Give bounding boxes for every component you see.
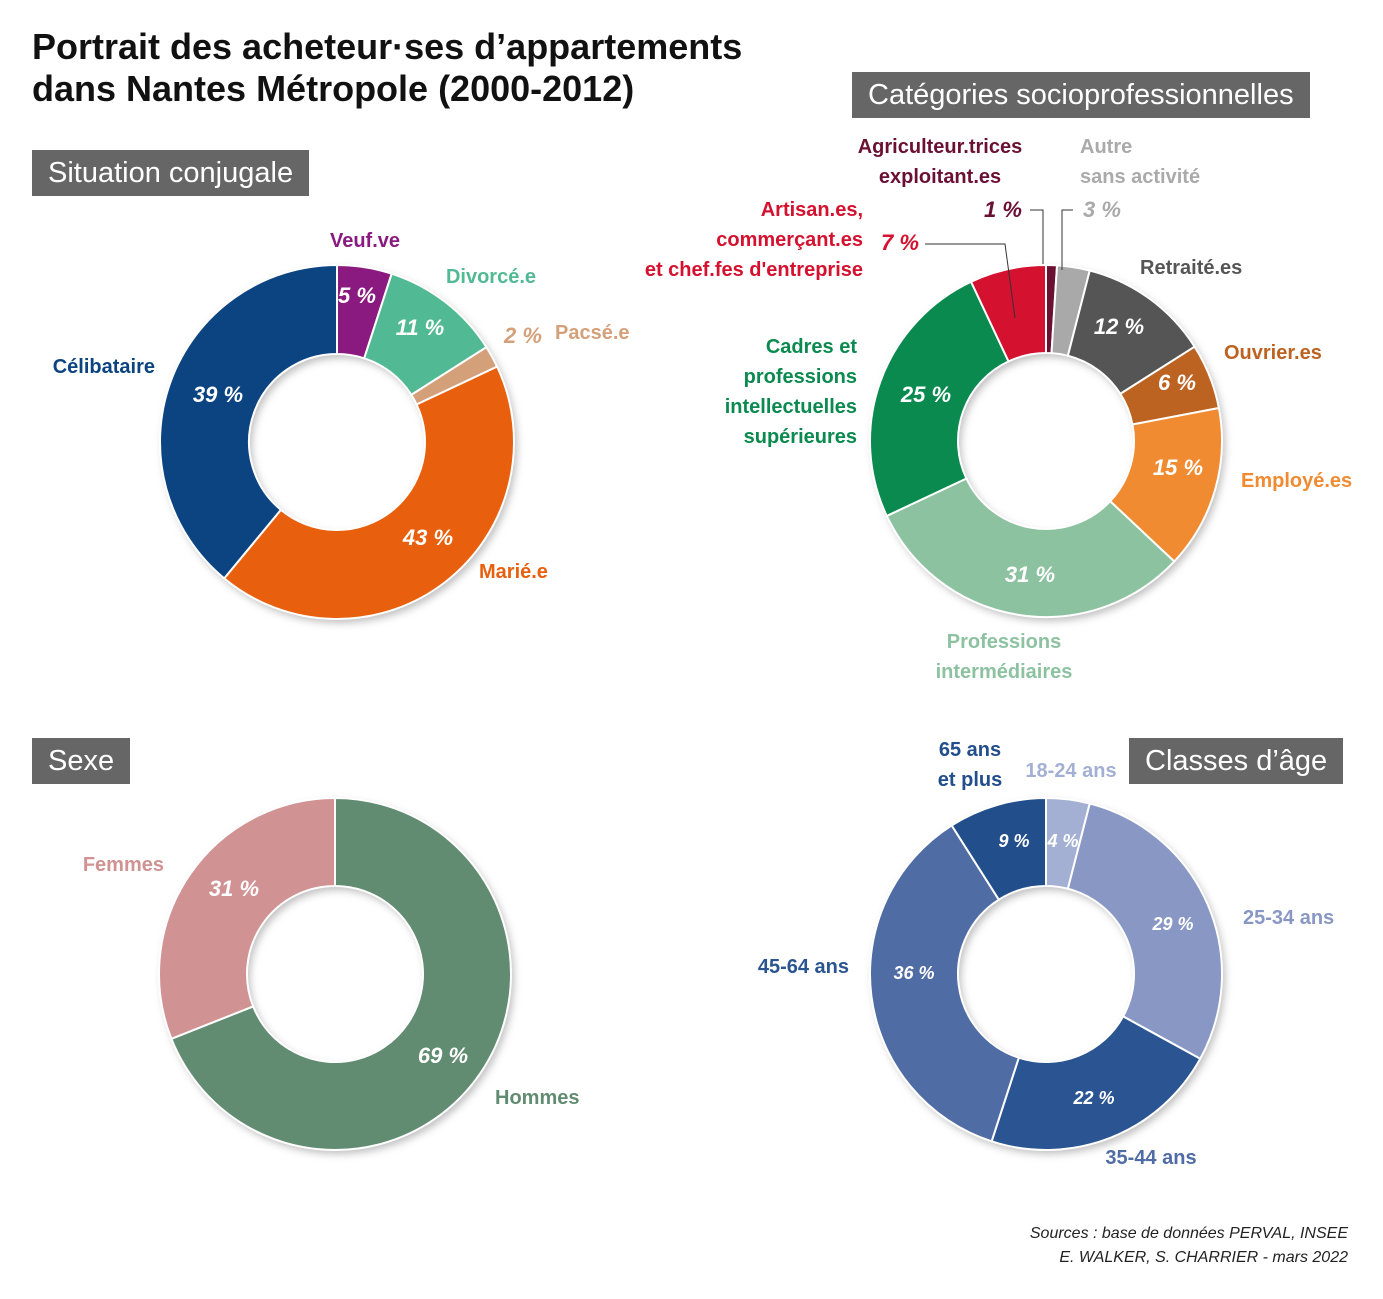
slice-45-64-ans [869,824,1021,1143]
section-title-categories-socioprofessionnelles: Catégories socioprofessionnelles [852,72,1310,118]
donut-chart-classes-d-age: 4 % 29 % 22 % 36 % 9 % 18-24 ans 25-34 ans 35-4… [758,739,1334,1169]
category-label-femmes: Femmes [83,854,164,876]
page-title-line-1: Portrait des acheteur·ses d’appartements [32,26,743,67]
category-label-employe-es: Employé.es [1241,470,1352,492]
category-label-45-64-ans: 45-64 ans [758,956,849,978]
value-label-ouvrier-es: 6 % [1158,370,1196,395]
leader-line [1061,209,1073,270]
category-label-65-ans-et-plus: 65 ans et plus [938,739,1002,791]
credit-line: E. WALKER, S. CHARRIER - mars 2022 [1059,1249,1348,1266]
slice-femmes [158,796,336,1041]
category-label-veuf-ve: Veuf.ve [330,230,400,252]
category-label-divorce-e: Divorcé.e [446,266,536,288]
value-label-professions-intermediaires: 31 % [1005,562,1055,587]
slice-cadres-et-professions-intellectuelles-superieures [869,280,1010,518]
category-label-hommes: Hommes [495,1087,579,1109]
value-label-employe-es: 15 % [1153,455,1203,480]
slice-marie-e [222,365,515,620]
page-title: Portrait des acheteur·ses d’appartements… [32,26,742,110]
value-label-femmes: 31 % [209,876,259,901]
category-label-35-44-ans: 35-44 ans [1105,1147,1196,1169]
slice-65-ans-et-plus [950,796,1047,902]
leader-line [925,243,1016,319]
value-label-pacse-e: 2 % [503,323,542,348]
value-label-25-34-ans: 29 % [1151,914,1193,934]
page-title-line-2: dans Nantes Métropole (2000-2012) [32,68,635,109]
section-title-sexe: Sexe [32,738,131,784]
value-label-veuf-ve: 5 % [338,283,376,308]
slice-25-34-ans [1066,802,1223,1061]
category-label-autre-sans-activite: Autre sans activité [1080,136,1200,188]
slice-35-44-ans [990,1015,1202,1151]
category-label-artisan-es-commercant-es-et-chef-fes-d-entreprise: Artisan.es, commerçant.es et chef.fes d'en… [645,199,863,281]
slice-celibataire [159,263,338,580]
category-label-celibataire: Célibataire [53,356,155,378]
value-label-18-24-ans: 4 % [1046,831,1078,851]
slice-employe-es [1108,406,1223,563]
value-label-celibataire: 39 % [193,382,243,407]
value-label-divorce-e: 11 % [396,315,445,340]
donut-chart-categories-socioprofessionnelles: 1 % 3 % 12 % 6 % 15 % 31 % 25 % 7 % Agriculteur.… [645,136,1352,683]
value-label-35-44-ans: 22 % [1072,1088,1114,1108]
sources-line: Sources : base de données PERVAL, INSEE [1029,1225,1348,1242]
sources-credit: Sources : base de données PERVAL, INSEE … [1030,1222,1348,1270]
category-label-agriculteur-trices-exploitant-es: Agriculteur.trices exploitant.es [858,136,1023,188]
category-label-ouvrier-es: Ouvrier.es [1224,342,1322,364]
category-label-pacse-e: Pacsé.e [555,322,630,344]
value-label-agriculteur-trices-exploitant-es: 1 % [984,197,1022,222]
value-label-65-ans-et-plus: 9 % [998,831,1029,851]
category-label-marie-e: Marié.e [479,561,548,583]
value-label-hommes: 69 % [418,1043,468,1068]
leader-line [1030,209,1044,264]
slice-artisan-es-commercant-es-et-chef-fes-d-entreprise [969,263,1047,363]
value-label-cadres-et-professions-intellectuelles-superieures: 25 % [900,382,951,407]
category-label-retraite-es: Retraité.es [1140,257,1242,279]
slice-hommes [170,796,512,1151]
section-title-classes-age: Classes d’âge [1129,738,1344,784]
category-label-25-34-ans: 25-34 ans [1243,907,1334,929]
section-title-situation-conjugale: Situation conjugale [32,150,310,196]
value-label-autre-sans-activite: 3 % [1083,197,1121,222]
value-label-marie-e: 43 % [402,525,453,550]
value-label-retraite-es: 12 % [1094,314,1144,339]
donut-chart-situation-conjugale: 5 % 11 % 2 % 43 % 39 % Veuf.ve Divorcé.e Pacsé.… [53,230,630,620]
value-label-45-64-ans: 36 % [893,963,934,983]
value-label-artisan-es-commercant-es-et-chef-fes-d-entreprise: 7 % [881,230,919,255]
category-label-cadres-et-professions-intellectuelles-superieures: Cadres et professions intellectuelles supér… [725,336,858,448]
slice-professions-intermediaires [885,477,1176,618]
donut-chart-sexe: 69 % 31 % Hommes Femmes [83,796,579,1151]
category-label-professions-intermediaires: Professions intermédiaires [936,631,1073,683]
category-label-18-24-ans: 18-24 ans [1025,760,1116,782]
